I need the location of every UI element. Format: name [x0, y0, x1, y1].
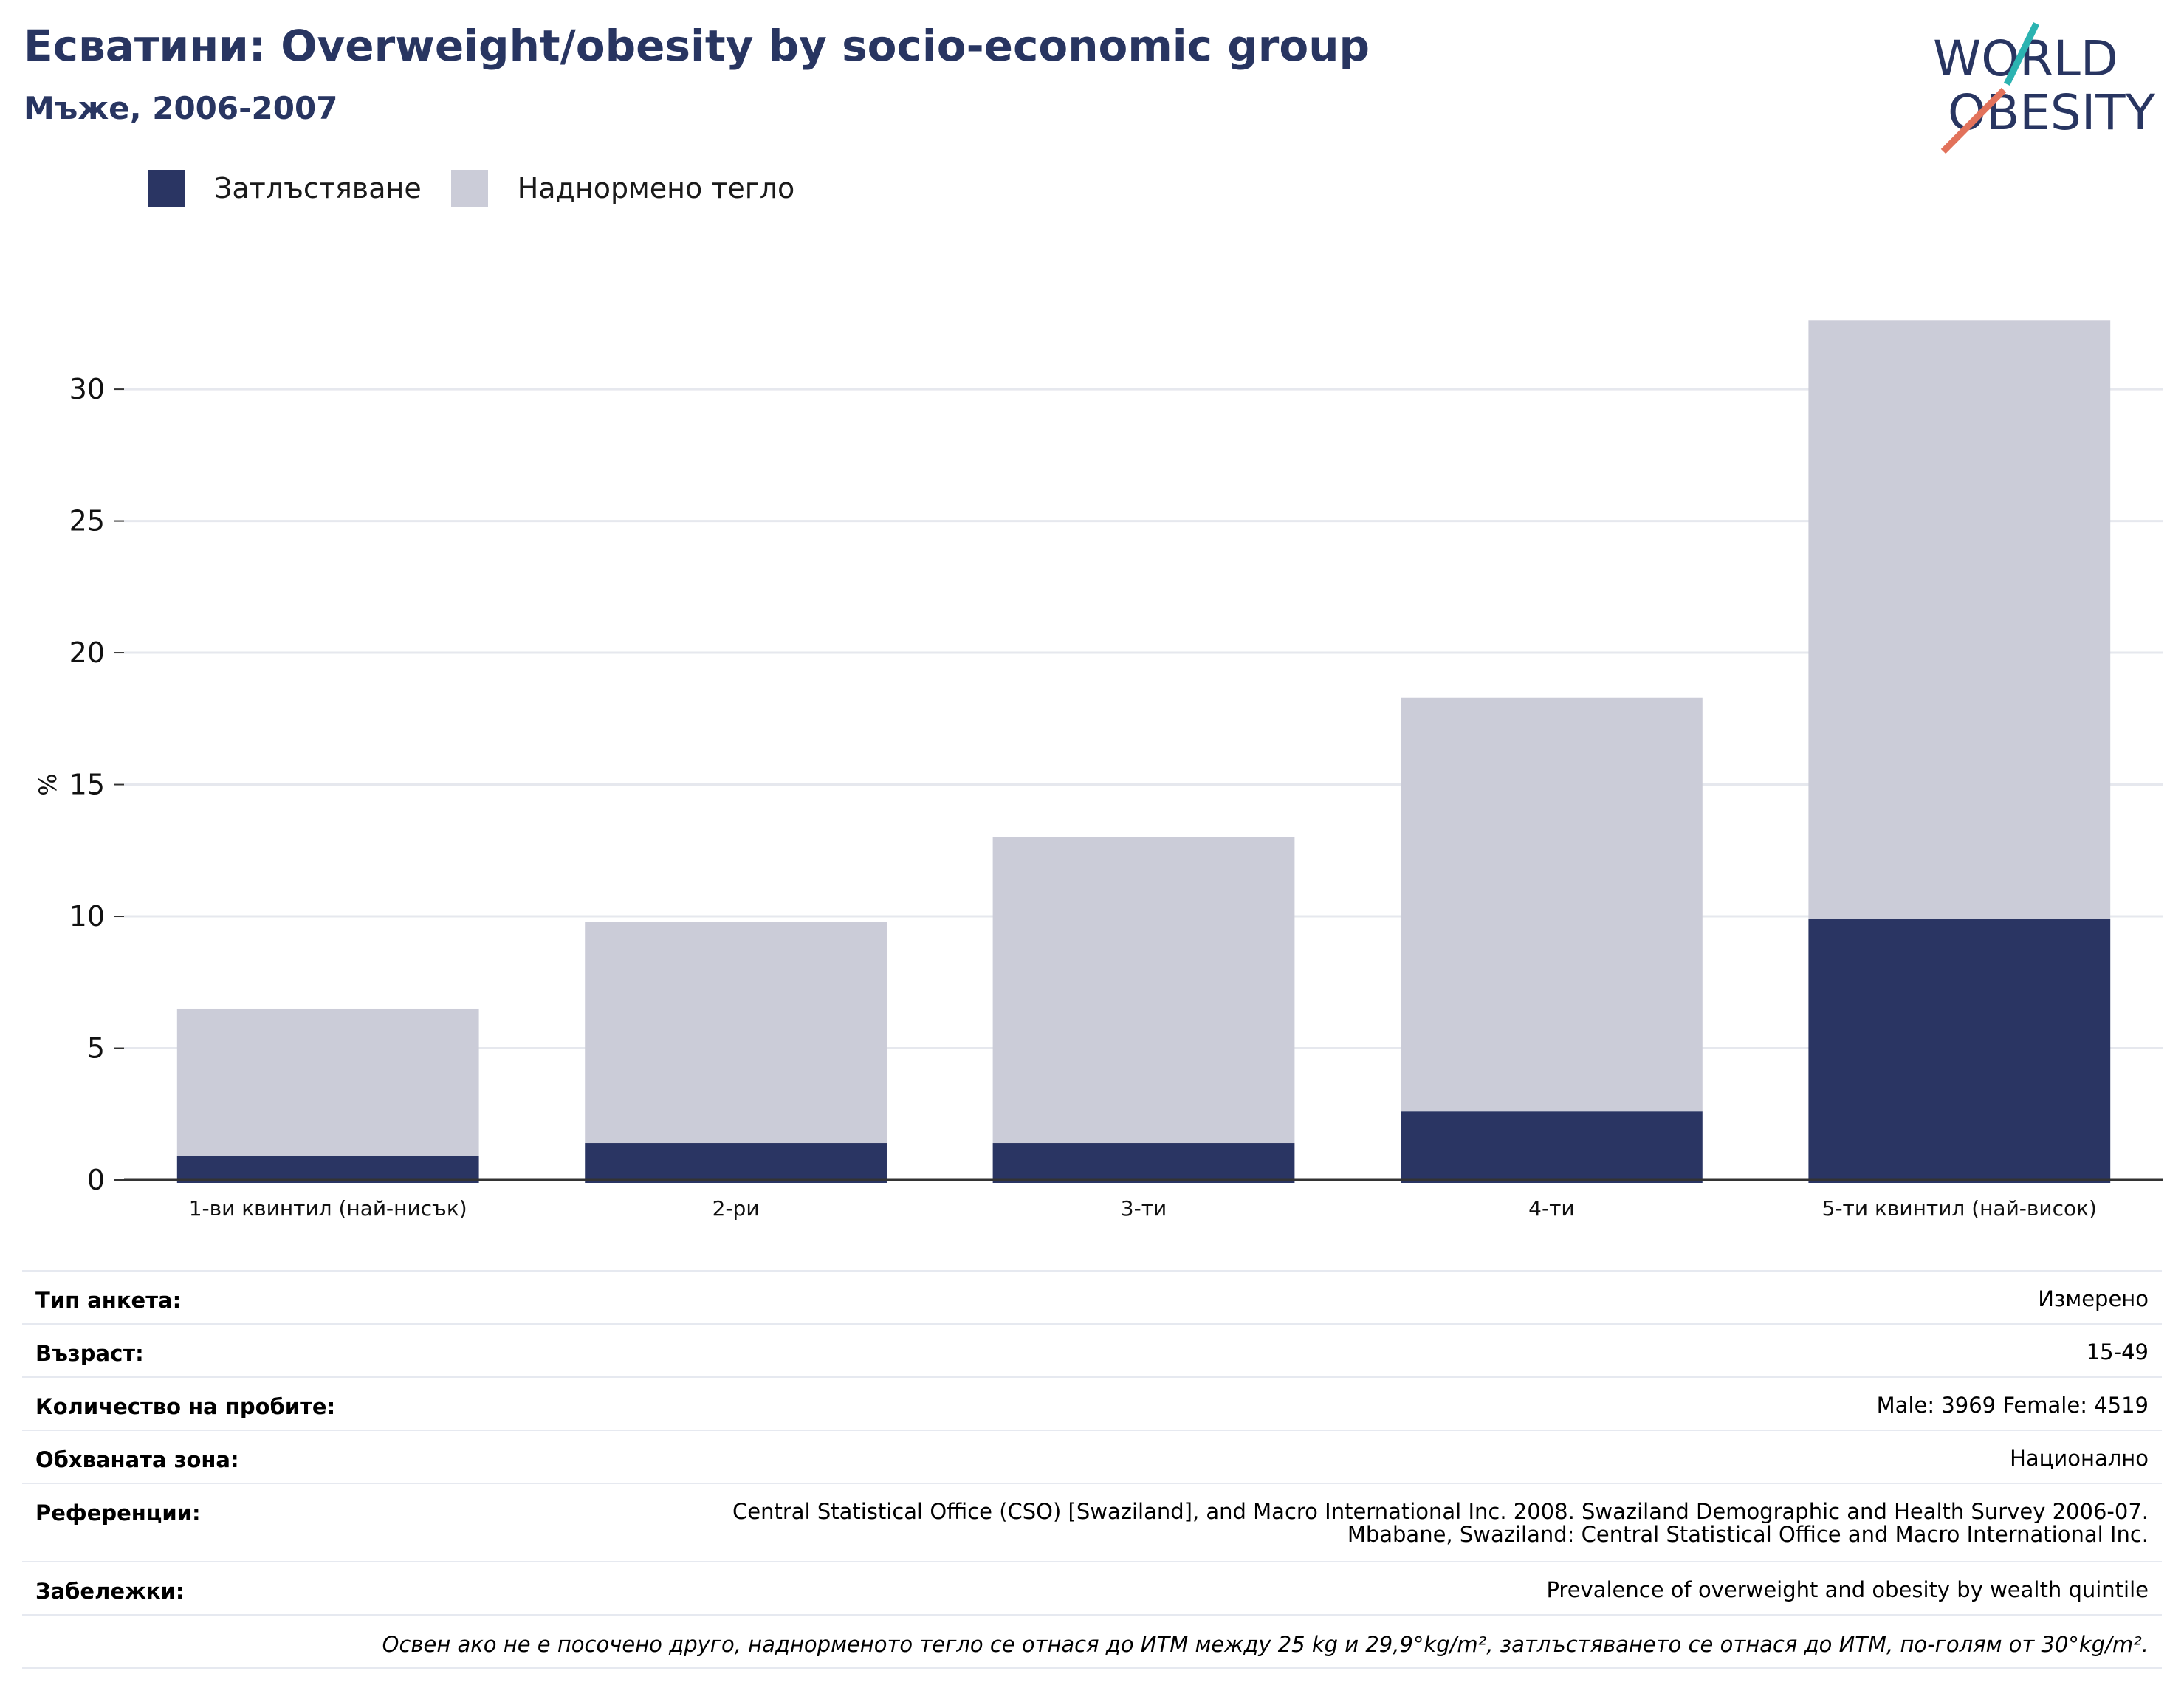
info-row-survey-type: Тип анкета: Измерено	[22, 1270, 2162, 1323]
bar-segment-obesity	[176, 1156, 479, 1183]
legend-label-obesity: Затлъстяване	[214, 172, 422, 205]
bar-segment-overweight	[992, 837, 1295, 1144]
survey-info-table: Тип анкета: Измерено Възраст: 15-49 Коли…	[22, 1270, 2162, 1669]
info-row-age: Възраст: 15-49	[22, 1323, 2162, 1376]
bmi-definition-note: Освен ако не е посочено друго, наднормен…	[22, 1614, 2162, 1669]
bar-segment-obesity	[1808, 919, 2111, 1183]
info-value: Измерено	[2038, 1286, 2149, 1311]
info-value: Национално	[2010, 1446, 2149, 1471]
y-tick-label: 30	[69, 373, 105, 405]
info-label: Количество на пробите:	[35, 1394, 336, 1419]
logo-slash-teal	[2003, 22, 2040, 86]
y-tick-label: 5	[87, 1032, 105, 1065]
bar-segment-overweight	[1808, 320, 2111, 919]
x-tick-label: 5-ти квинтил (най-висок)	[1822, 1196, 2097, 1221]
legend-swatch-obesity	[148, 170, 185, 207]
info-value: Male: 3969 Female: 4519	[1876, 1393, 2149, 1418]
logo-slash-red	[1940, 87, 2007, 154]
bar-segment-overweight	[1401, 697, 1703, 1112]
x-tick-label: 1-ви квинтил (най-нисък)	[189, 1196, 467, 1221]
bar-segment-overweight	[585, 922, 887, 1144]
bar-segment-overweight	[176, 1008, 479, 1156]
y-tick-label: 20	[69, 636, 105, 669]
info-label: Възраст:	[35, 1341, 144, 1366]
info-row-references: Референции: Central Statistical Office (…	[22, 1483, 2162, 1561]
chart-subtitle: Мъже, 2006-2007	[24, 90, 338, 126]
info-row-area: Обхваната зона: Национално	[22, 1430, 2162, 1483]
info-label: Забележки:	[35, 1579, 185, 1604]
legend-label-overweight: Наднормено тегло	[517, 172, 795, 205]
x-tick-label: 2-ри	[712, 1196, 760, 1221]
info-value: 15-49	[2086, 1339, 2149, 1365]
info-row-notes: Забележки: Prevalence of overweight and …	[22, 1561, 2162, 1614]
chart-legend: Затлъстяване Наднормено тегло	[148, 170, 824, 207]
stacked-bar-chart: 0 5 10 15 20 25 30% 1-ви квинтил (най-нисък) 2-р…	[34, 320, 2163, 1221]
info-label: Референции:	[35, 1500, 201, 1526]
legend-swatch-overweight	[450, 170, 488, 207]
x-tick-label: 3-ти	[1121, 1196, 1167, 1221]
info-row-sample-size: Количество на пробите: Male: 3969 Female…	[22, 1376, 2162, 1430]
info-label: Обхваната зона:	[35, 1447, 239, 1472]
y-tick-label: 10	[69, 900, 105, 933]
y-tick-label: 15	[69, 769, 105, 801]
chart-title: Есватини: Overweight/obesity by socio-ec…	[24, 21, 1370, 71]
legend-item-obesity[interactable]: Затлъстяване	[148, 170, 422, 207]
y-tick-label: 0	[87, 1164, 105, 1196]
bar-segment-obesity	[585, 1143, 887, 1183]
info-label: Тип анкета:	[35, 1288, 182, 1313]
bar-segment-obesity	[1401, 1111, 1703, 1183]
world-obesity-logo: WORLD OBESITY	[1933, 22, 2156, 154]
bar-segment-obesity	[992, 1143, 1295, 1183]
x-tick-label: 4-ти	[1528, 1196, 1574, 1221]
y-tick-label: 25	[69, 505, 105, 538]
legend-item-overweight[interactable]: Наднормено тегло	[450, 170, 795, 207]
info-value: Prevalence of overweight and obesity by …	[1546, 1577, 2149, 1602]
info-value: Central Statistical Office (CSO) [Swazil…	[732, 1499, 2149, 1547]
y-axis-label: %	[34, 773, 62, 795]
